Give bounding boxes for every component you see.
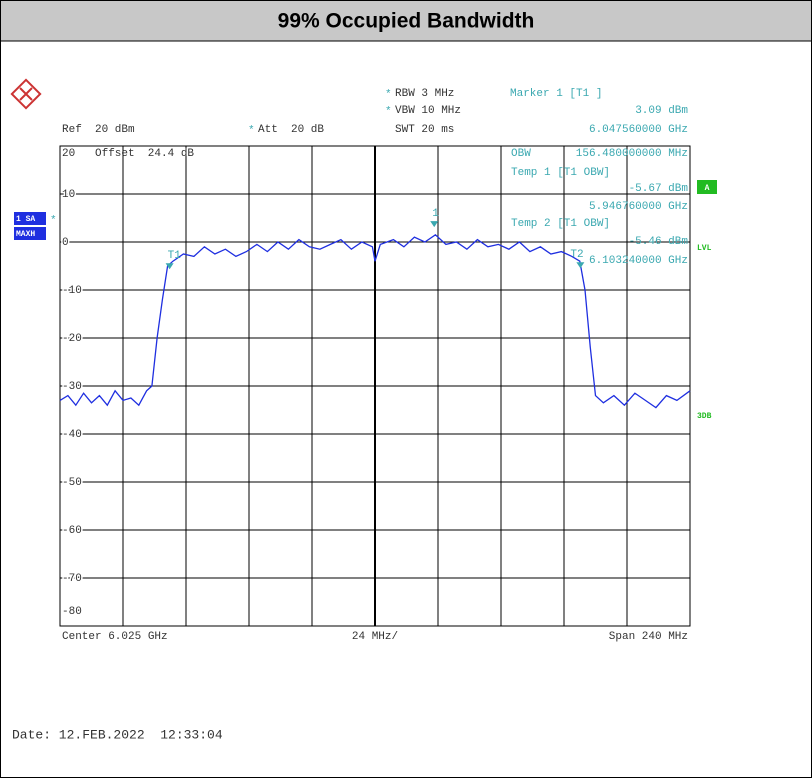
asterisk: * [385, 106, 392, 118]
y-tick-label: -40 [62, 429, 82, 441]
trace-label: 1 SA [16, 215, 35, 224]
asterisk: * [248, 125, 255, 137]
marker-value: 3.09 dBm [635, 105, 688, 117]
title-band [1, 1, 811, 41]
mode-box [14, 227, 46, 240]
y-tick-label: 20 [62, 148, 75, 160]
lvl-label: LVL [697, 244, 712, 253]
marker-label: T2 [570, 249, 583, 261]
temp1-header: Temp 1 [T1 OBW] [511, 167, 610, 179]
y-tick-label: -10 [62, 285, 82, 297]
center: Center 6.025 GHz [62, 631, 168, 643]
a-label: A [705, 184, 710, 193]
marker-freq: 6.047560000 GHz [589, 124, 688, 136]
marker [430, 221, 439, 228]
asterisk: * [50, 215, 57, 227]
rbw: RBW 3 MHz [395, 88, 454, 100]
plot: 1 T1 T2 [59, 145, 691, 627]
mode-label: MAXH [16, 230, 35, 239]
date: Date: 12.FEB.2022 12:33:04 [12, 727, 223, 742]
obw-value: 156.480000000 MHz [576, 148, 688, 160]
marker-label: 1 [432, 208, 439, 220]
swt: SWT 20 ms [395, 124, 454, 136]
y-tick-label: -80 [62, 606, 82, 618]
y-tick-label: -50 [62, 477, 82, 489]
y-tick-label: 10 [62, 189, 75, 201]
att: Att 20 dB [258, 124, 324, 136]
y-tick-label: -30 [62, 381, 82, 393]
temp2-value: -5.46 dBm [629, 236, 689, 248]
temp2-freq: 6.103240000 GHz [589, 255, 688, 267]
y-tick-label: 0 [62, 237, 69, 249]
temp2-header: Temp 2 [T1 OBW] [511, 218, 610, 230]
db-label: 3DB [697, 412, 712, 421]
offset: Offset 24.4 dB [95, 148, 194, 160]
asterisk: * [385, 89, 392, 101]
obw-label: OBW [511, 148, 531, 160]
marker-header: Marker 1 [T1 ] [510, 88, 602, 100]
span: Span 240 MHz [609, 631, 688, 643]
logo [10, 78, 42, 110]
marker [576, 262, 585, 269]
trace-box [14, 212, 46, 225]
a-box [697, 180, 717, 194]
div: 24 MHz/ [352, 631, 398, 643]
temp1-value: -5.67 dBm [629, 183, 689, 195]
y-tick-label: -70 [62, 573, 82, 585]
trace [59, 233, 691, 409]
marker [165, 263, 174, 270]
vbw: VBW 10 MHz [395, 105, 461, 117]
y-tick-label: -60 [62, 525, 82, 537]
chart-title: 99% Occupied Bandwidth [278, 10, 535, 33]
marker-label: T1 [168, 250, 182, 262]
ref: Ref 20 dBm [62, 124, 135, 136]
temp1-freq: 5.946760000 GHz [589, 201, 688, 213]
y-tick-label: -20 [62, 333, 82, 345]
